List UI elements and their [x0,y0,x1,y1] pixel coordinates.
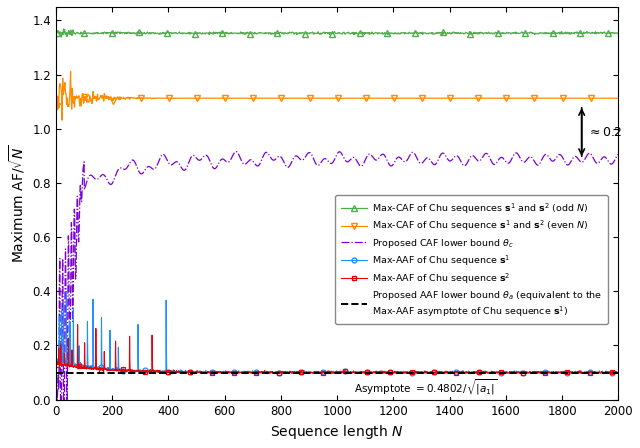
Legend: Max-CAF of Chu sequences $\mathbf{s}^1$ and $\mathbf{s}^2$ (odd $N$), Max-CAF of: Max-CAF of Chu sequences $\mathbf{s}^1$ … [335,195,608,324]
Text: $\approx 0.2$: $\approx 0.2$ [588,125,623,138]
Text: Asymptote $= 0.4802/\sqrt{|a_1|}$: Asymptote $= 0.4802/\sqrt{|a_1|}$ [354,377,497,397]
Y-axis label: Maximum AF$/\sqrt{N}$: Maximum AF$/\sqrt{N}$ [7,144,27,263]
X-axis label: Sequence length $N$: Sequence length $N$ [270,423,404,441]
